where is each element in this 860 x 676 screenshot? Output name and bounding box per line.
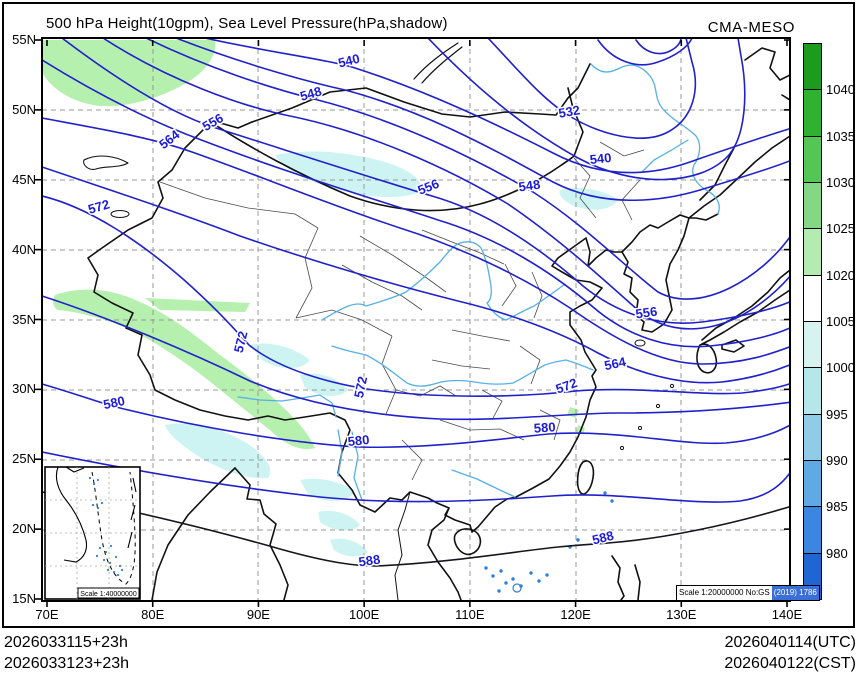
inset-map: Scale 1:40000000	[44, 466, 141, 600]
colorbar-label: 1025	[826, 221, 855, 237]
colorbar-segment	[803, 367, 822, 415]
contour-label: 548	[518, 177, 542, 195]
colorbar-label: 1035	[826, 128, 855, 144]
map-scale-number: (2019) 1786	[771, 586, 819, 600]
init-time-cst: 2026033123+23h	[4, 655, 130, 672]
contour-label: 556	[635, 304, 659, 322]
contour-label: 564	[603, 354, 628, 373]
inset-scale-label: Scale 1:40000000	[80, 591, 137, 598]
colorbar-segment	[803, 459, 822, 508]
contour-label: 540	[589, 150, 612, 167]
contour-label: 580	[533, 419, 556, 435]
valid-time-utc: 2026040114(UTC)	[724, 634, 856, 651]
height-contours	[43, 39, 789, 567]
contour-label: 580	[102, 393, 126, 412]
contour-label: 556	[415, 176, 441, 198]
colorbar-segment	[803, 43, 822, 91]
figure-frame	[2, 2, 855, 628]
lon-label: 110E	[455, 607, 485, 622]
contour-label: 540	[337, 51, 362, 71]
lat-label: 45N	[12, 171, 36, 187]
colorbar-segment	[803, 181, 822, 230]
lat-label: 25N	[12, 451, 36, 467]
contour-label: 532	[557, 102, 581, 121]
lat-label: 50N	[12, 101, 36, 117]
slp-shading-cyan	[165, 151, 618, 557]
lat-label: 30N	[12, 381, 36, 397]
contour-label: 572	[231, 330, 251, 355]
colorbar-segment	[803, 228, 822, 276]
colorbar-label: 1000	[826, 360, 855, 376]
lon-label: 140E	[771, 607, 803, 622]
map-scale-badge: Scale 1:20000000 No:GS (2019) 1786	[676, 585, 820, 601]
model-name: CMA-MESO	[707, 19, 795, 36]
contour-label: 572	[554, 375, 580, 397]
lat-label: 20N	[12, 521, 36, 537]
lon-label: 80E	[141, 607, 165, 622]
lat-label: 35N	[12, 311, 36, 327]
axis-ticks	[35, 39, 790, 607]
colorbar-label: 990	[826, 452, 848, 468]
colorbar-label: 985	[826, 499, 848, 515]
colorbar-label: 995	[826, 406, 848, 422]
contour-label: 580	[347, 432, 370, 449]
contour-label: 572	[86, 196, 111, 216]
colorbar-label: 980	[826, 545, 848, 561]
lon-label: 90E	[246, 607, 270, 622]
lon-label: 100E	[348, 607, 380, 622]
colorbar-segment	[803, 89, 822, 137]
island-specks	[484, 491, 614, 593]
colorbar-segment	[803, 274, 822, 322]
coastlines	[83, 42, 789, 600]
contour-label: 588	[358, 552, 382, 570]
rivers	[237, 63, 720, 501]
lon-label: 130E	[666, 607, 697, 622]
colorbar-label: 1030	[826, 174, 855, 190]
colorbar-segment	[803, 506, 822, 554]
lon-label: 70E	[35, 607, 59, 622]
valid-time-cst: 2026040122(CST)	[724, 655, 856, 672]
lat-label: 55N	[12, 32, 36, 47]
init-time-utc: 2026033115+23h	[4, 634, 128, 651]
colorbar-segment	[803, 320, 822, 369]
colorbar-label: 1020	[826, 267, 855, 283]
contour-label: 588	[591, 528, 616, 548]
colorbar-label: 1005	[826, 313, 855, 329]
graticule	[43, 40, 789, 600]
colorbar-label: 1040	[826, 82, 855, 98]
lat-label: 40N	[12, 241, 36, 257]
colorbar-segment	[803, 135, 822, 183]
lat-label: 15N	[12, 591, 36, 606]
colorbar-segment	[803, 413, 822, 461]
chart-title: 500 hPa Height(10gpm), Sea Level Pressur…	[46, 15, 448, 32]
map-scale-text: Scale 1:20000000 No:GS	[679, 588, 770, 597]
contour-label: 572	[351, 375, 370, 399]
lon-label: 120E	[560, 607, 591, 622]
